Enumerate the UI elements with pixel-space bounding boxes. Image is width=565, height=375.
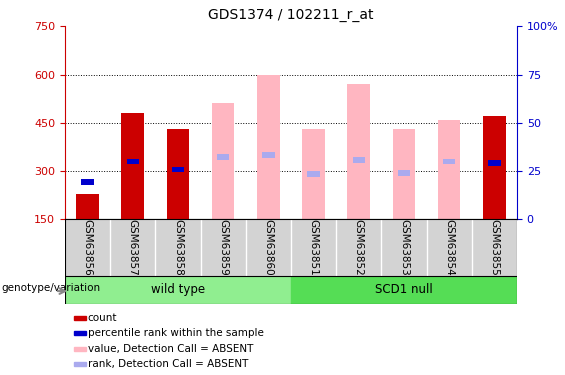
Bar	[81, 180, 94, 185]
Bar	[302, 129, 325, 219]
Bar	[74, 332, 86, 335]
Bar	[353, 157, 365, 163]
Text: GSM63853: GSM63853	[399, 219, 409, 276]
Text: genotype/variation: genotype/variation	[2, 283, 101, 293]
Text: count: count	[88, 313, 117, 323]
Bar	[167, 129, 189, 219]
Text: SCD1 null: SCD1 null	[375, 283, 433, 296]
Text: GSM63855: GSM63855	[489, 219, 499, 276]
Bar	[74, 316, 86, 320]
Bar	[347, 84, 370, 219]
Bar	[488, 160, 501, 166]
Bar	[393, 129, 415, 219]
Bar	[212, 104, 234, 219]
Text: GSM63860: GSM63860	[263, 219, 273, 276]
Bar	[65, 276, 291, 304]
Text: GSM63856: GSM63856	[82, 219, 93, 276]
Bar	[76, 194, 99, 219]
Bar	[381, 219, 427, 276]
Bar	[65, 219, 110, 276]
Text: rank, Detection Call = ABSENT: rank, Detection Call = ABSENT	[88, 359, 248, 369]
Text: GSM63858: GSM63858	[173, 219, 183, 276]
Bar	[291, 276, 517, 304]
Text: GSM63857: GSM63857	[128, 219, 138, 276]
Bar	[110, 219, 155, 276]
Text: GSM63851: GSM63851	[308, 219, 319, 276]
Bar	[438, 120, 460, 219]
Bar	[74, 347, 86, 351]
Text: percentile rank within the sample: percentile rank within the sample	[88, 328, 263, 338]
Text: GSM63854: GSM63854	[444, 219, 454, 276]
Bar	[472, 219, 517, 276]
Bar	[262, 152, 275, 158]
Bar	[443, 159, 455, 164]
Bar	[336, 219, 381, 276]
Bar	[427, 219, 472, 276]
Bar	[398, 170, 410, 176]
Bar	[483, 116, 506, 219]
Text: GSM63859: GSM63859	[218, 219, 228, 276]
Bar	[246, 219, 291, 276]
Title: GDS1374 / 102211_r_at: GDS1374 / 102211_r_at	[208, 9, 373, 22]
Bar	[74, 362, 86, 366]
Bar	[127, 159, 139, 164]
Bar	[155, 219, 201, 276]
Text: GSM63852: GSM63852	[354, 219, 364, 276]
Bar	[172, 166, 184, 172]
Bar	[307, 171, 320, 177]
Bar	[217, 154, 229, 159]
Text: value, Detection Call = ABSENT: value, Detection Call = ABSENT	[88, 344, 253, 354]
Bar	[201, 219, 246, 276]
Bar	[121, 113, 144, 219]
Bar	[257, 75, 280, 219]
Text: wild type: wild type	[151, 283, 205, 296]
Bar	[291, 219, 336, 276]
